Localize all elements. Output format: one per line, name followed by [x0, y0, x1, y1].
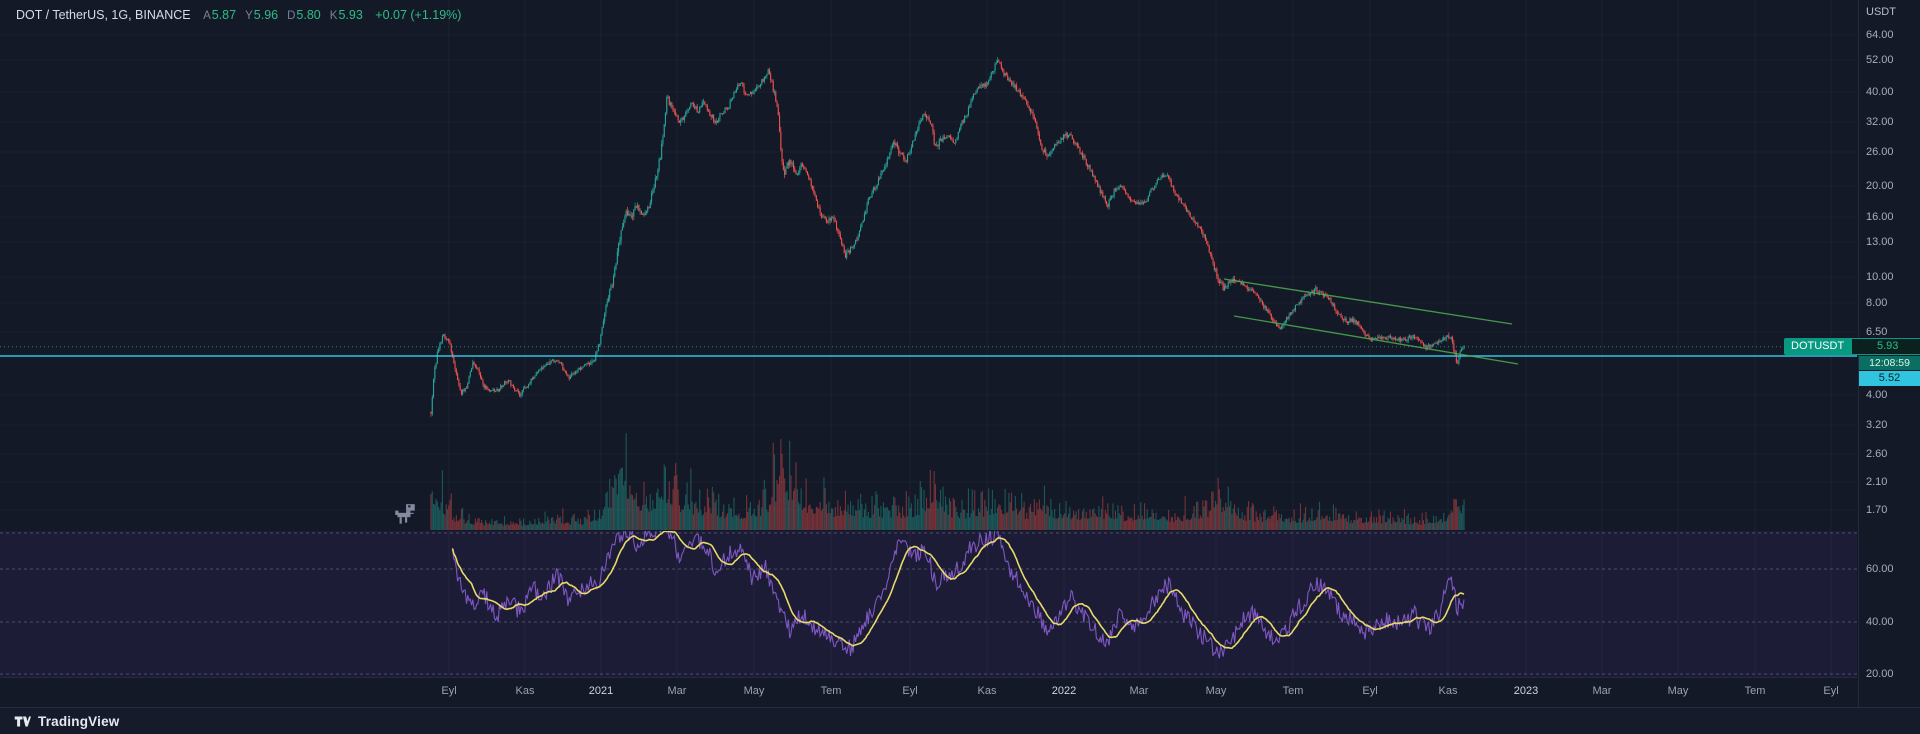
last-price-badge[interactable]: DOTUSDT 5.93 [1784, 338, 1920, 355]
price-tick-label: 20.00 [1866, 180, 1894, 192]
price-tick-label: 2.10 [1866, 476, 1888, 488]
ohlc-values: A5.87 Y5.96 D5.80 K5.93 [194, 8, 363, 22]
time-tick-label: Kas [1438, 685, 1458, 697]
price-tick-label: 40.00 [1866, 86, 1894, 98]
ohlc-value: 5.80 [296, 8, 321, 22]
price-tick-label: 1.70 [1866, 504, 1888, 516]
dino-cursor-icon [392, 502, 418, 528]
time-tick-label: Eyl [1823, 685, 1839, 697]
time-tick-label: Tem [820, 685, 842, 697]
ohlc-value: 5.87 [211, 8, 237, 22]
price-tick-label: 20.00 [1866, 668, 1894, 680]
time-tick-label: Kas [977, 685, 997, 697]
last-price-value: 5.93 [1851, 338, 1920, 355]
trendline-2[interactable] [1233, 315, 1519, 365]
price-tick-label: 52.00 [1866, 54, 1894, 66]
time-tick-label: May [1205, 685, 1227, 697]
ohlc-value: 5.96 [253, 8, 279, 22]
price-tick-label: 6.50 [1866, 326, 1888, 338]
time-tick-label: 2021 [588, 685, 614, 697]
rsi-ma-line [451, 531, 1465, 650]
symbol-title[interactable]: DOT / TetherUS, 1G, BINANCE [16, 8, 191, 22]
price-tick-label: 2.60 [1866, 448, 1888, 460]
level-price-badge[interactable]: 5.52 [1859, 371, 1920, 386]
price-tick-label: 10.00 [1866, 271, 1894, 283]
price-tick-label: 13.00 [1866, 236, 1894, 248]
price-tick-label: 3.20 [1866, 419, 1888, 431]
price-tick-label: 26.00 [1866, 146, 1894, 158]
tradingview-logo-icon[interactable] [14, 713, 31, 730]
time-tick-label: Kas [515, 685, 535, 697]
time-tick-label: Mar [1592, 685, 1612, 697]
symbol-name-chip: DOTUSDT [1784, 338, 1852, 355]
price-axis-unit[interactable]: USDT [1866, 6, 1896, 18]
time-tick-label: Eyl [1362, 685, 1378, 697]
tradingview-brand[interactable]: TradingView [38, 713, 120, 729]
price-tick-label: 32.00 [1866, 116, 1894, 128]
time-tick-label: 2022 [1051, 685, 1077, 697]
price-tick-label: 64.00 [1866, 29, 1894, 41]
time-tick-label: Eyl [902, 685, 918, 697]
ohlc-letter: K [329, 10, 338, 22]
time-tick-label: Mar [1129, 685, 1149, 697]
time-tick-label: Eyl [441, 685, 457, 697]
change-value: +0.07 (+1.19%) [375, 8, 462, 22]
ohlc-value: 5.93 [338, 8, 363, 22]
price-tick-label: 4.00 [1866, 389, 1888, 401]
ohlc-letter: A [203, 10, 211, 22]
time-axis[interactable]: Eyl Kas 2021 Mar May Tem Eyl Kas 2022 Mar May Tem Ey… [0, 677, 1857, 708]
ohlc-letter: D [287, 10, 296, 22]
time-tick-label: Tem [1744, 685, 1766, 697]
time-tick-label: Mar [667, 685, 687, 697]
trendline-1[interactable] [1223, 278, 1513, 325]
time-tick-label: 2023 [1513, 685, 1539, 697]
ohlc-letter: Y [245, 10, 253, 22]
chart-canvas[interactable] [0, 0, 1857, 677]
time-tick-label: May [1667, 685, 1689, 697]
bar-countdown-badge: 12:08:59 [1859, 356, 1920, 370]
footer-bar: TradingView [0, 707, 1920, 734]
time-tick-label: May [743, 685, 765, 697]
price-tick-label: 8.00 [1866, 297, 1888, 309]
price-tick-label: 60.00 [1866, 563, 1894, 575]
time-tick-label: Tem [1282, 685, 1304, 697]
price-tick-label: 40.00 [1866, 616, 1894, 628]
symbol-legend: DOT / TetherUS, 1G, BINANCE A5.87 Y5.96 D5… [16, 8, 461, 22]
price-tick-label: 16.00 [1866, 211, 1894, 223]
